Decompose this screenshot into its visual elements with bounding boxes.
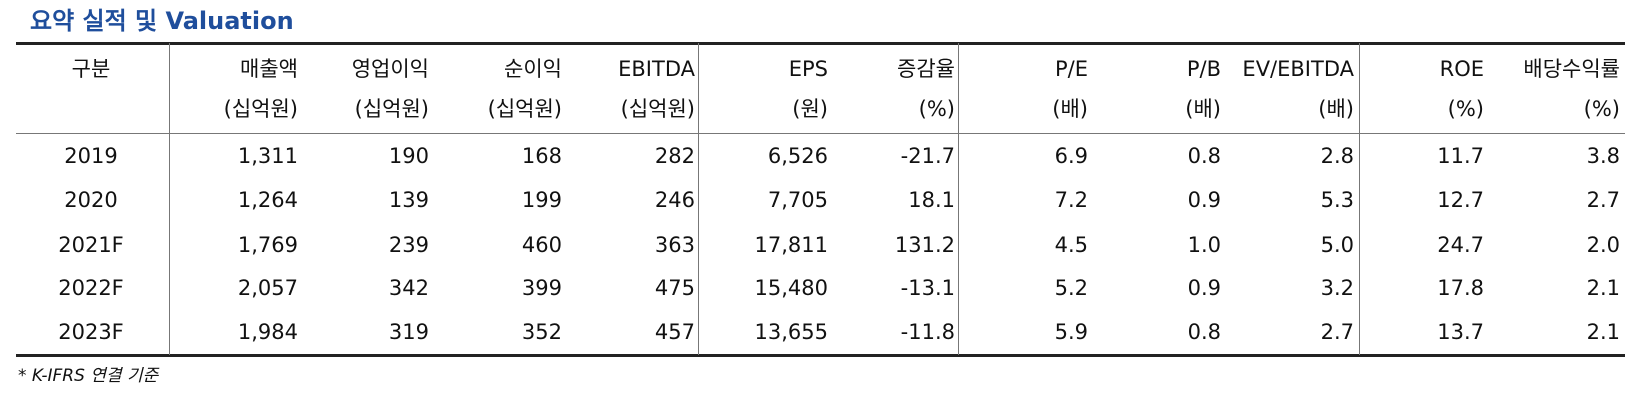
cell: 6,526 bbox=[767, 144, 828, 168]
cell: 3.2 bbox=[1320, 276, 1354, 300]
header-rule bbox=[16, 133, 1625, 134]
cell: 1,264 bbox=[237, 188, 298, 212]
cell: 4.5 bbox=[1054, 233, 1088, 257]
cell: 131.2 bbox=[894, 233, 955, 257]
cell: 190 bbox=[388, 144, 429, 168]
cell: 5.0 bbox=[1320, 233, 1354, 257]
header-unit: (십억원) bbox=[620, 97, 695, 121]
cell: 2.7 bbox=[1586, 188, 1620, 212]
header-unit: (배) bbox=[1052, 97, 1088, 121]
header-label: P/B bbox=[1186, 57, 1221, 81]
header-label: EV/EBITDA bbox=[1242, 57, 1354, 81]
cell: 0.8 bbox=[1187, 320, 1221, 344]
cell: 0.9 bbox=[1187, 188, 1221, 212]
cell: 399 bbox=[521, 276, 562, 300]
row-label: 2020 bbox=[64, 188, 118, 212]
column-divider bbox=[1359, 43, 1360, 355]
cell: 2.1 bbox=[1586, 320, 1620, 344]
cell: 363 bbox=[654, 233, 695, 257]
header-unit: (십억원) bbox=[487, 97, 562, 121]
cell: 15,480 bbox=[754, 276, 828, 300]
cell: -11.8 bbox=[900, 320, 955, 344]
cell: 18.1 bbox=[908, 188, 955, 212]
header-unit: (%) bbox=[918, 97, 955, 121]
cell: 13.7 bbox=[1437, 320, 1484, 344]
header-unit: (원) bbox=[792, 97, 828, 121]
cell: 12.7 bbox=[1437, 188, 1484, 212]
cell: 5.2 bbox=[1054, 276, 1088, 300]
cell: 7,705 bbox=[767, 188, 828, 212]
row-label: 2023F bbox=[58, 320, 124, 344]
header-label: 영업이익 bbox=[351, 57, 429, 81]
cell: 24.7 bbox=[1437, 233, 1484, 257]
cell: 11.7 bbox=[1437, 144, 1484, 168]
cell: 13,655 bbox=[754, 320, 828, 344]
cell: 246 bbox=[654, 188, 695, 212]
header-unit: (배) bbox=[1318, 97, 1354, 121]
cell: 1,311 bbox=[237, 144, 298, 168]
cell: 1,984 bbox=[237, 320, 298, 344]
cell: 6.9 bbox=[1054, 144, 1088, 168]
cell: 2.8 bbox=[1320, 144, 1354, 168]
header-label: ROE bbox=[1439, 57, 1484, 81]
cell: 2.1 bbox=[1586, 276, 1620, 300]
cell: 342 bbox=[388, 276, 429, 300]
cell: 168 bbox=[521, 144, 562, 168]
cell: 352 bbox=[521, 320, 562, 344]
header-unit: (%) bbox=[1447, 97, 1484, 121]
cell: -21.7 bbox=[900, 144, 955, 168]
title: 요약 실적 및 Valuation bbox=[30, 7, 294, 35]
cell: 460 bbox=[521, 233, 562, 257]
cell: 1,769 bbox=[237, 233, 298, 257]
cell: 7.2 bbox=[1054, 188, 1088, 212]
cell: 17.8 bbox=[1437, 276, 1484, 300]
header-label: 순이익 bbox=[504, 57, 562, 81]
cell: 2.0 bbox=[1586, 233, 1620, 257]
row-label: 2019 bbox=[64, 144, 118, 168]
header-label: 증감율 bbox=[897, 57, 955, 81]
header-label: EPS bbox=[788, 57, 828, 81]
cell: 199 bbox=[521, 188, 562, 212]
cell: 5.3 bbox=[1320, 188, 1354, 212]
column-divider bbox=[958, 43, 959, 355]
cell: 239 bbox=[388, 233, 429, 257]
cell: 0.9 bbox=[1187, 276, 1221, 300]
cell: -13.1 bbox=[900, 276, 955, 300]
header-label: 매출액 bbox=[240, 57, 298, 81]
header-label: 구분 bbox=[71, 57, 111, 81]
cell: 1.0 bbox=[1187, 233, 1221, 257]
row-label: 2022F bbox=[58, 276, 124, 300]
cell: 139 bbox=[388, 188, 429, 212]
header-unit: (십억원) bbox=[223, 97, 298, 121]
cell: 319 bbox=[388, 320, 429, 344]
cell: 282 bbox=[654, 144, 695, 168]
column-divider bbox=[698, 43, 699, 355]
top-rule bbox=[16, 42, 1625, 45]
cell: 0.8 bbox=[1187, 144, 1221, 168]
header-unit: (배) bbox=[1185, 97, 1221, 121]
header-label: 배당수익률 bbox=[1523, 57, 1620, 81]
bottom-rule bbox=[16, 354, 1625, 357]
cell: 2,057 bbox=[237, 276, 298, 300]
header-unit: (%) bbox=[1583, 97, 1620, 121]
cell: 17,811 bbox=[754, 233, 828, 257]
header-label: EBITDA bbox=[618, 57, 695, 81]
cell: 2.7 bbox=[1320, 320, 1354, 344]
footnote: * K-IFRS 연결 기준 bbox=[18, 366, 159, 386]
row-label: 2021F bbox=[58, 233, 124, 257]
header-unit: (십억원) bbox=[354, 97, 429, 121]
cell: 457 bbox=[654, 320, 695, 344]
cell: 5.9 bbox=[1054, 320, 1088, 344]
cell: 3.8 bbox=[1586, 144, 1620, 168]
header-label: P/E bbox=[1054, 57, 1088, 81]
column-divider bbox=[169, 43, 170, 355]
cell: 475 bbox=[654, 276, 695, 300]
